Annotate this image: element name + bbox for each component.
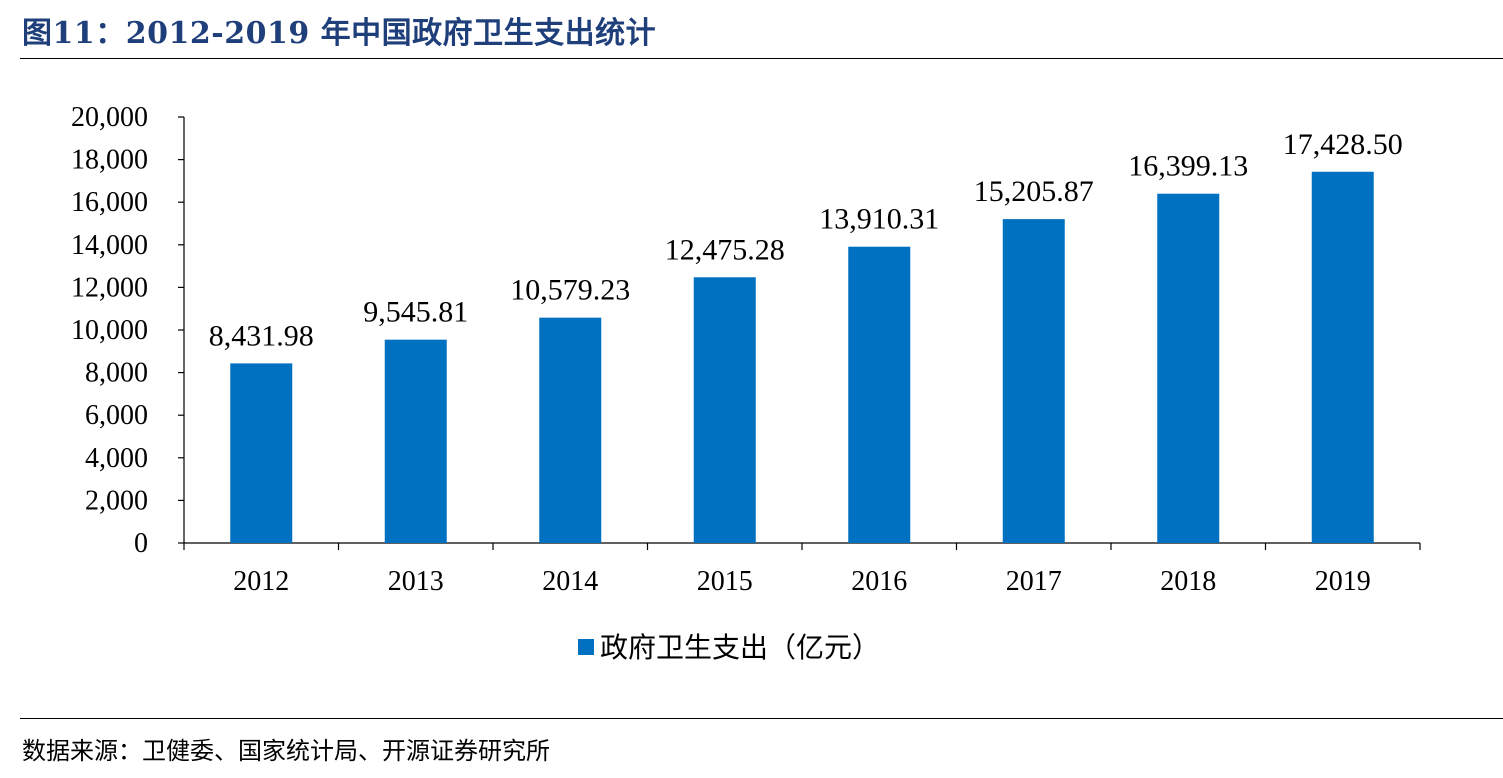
bar — [848, 246, 911, 544]
y-tick-label: 14,000 — [71, 230, 148, 261]
x-tick-label: 2016 — [851, 566, 907, 597]
figure-title: 图11：2012-2019 年中国政府卫生支出统计 — [22, 16, 657, 51]
y-tick-label: 18,000 — [71, 145, 148, 176]
x-tick-label: 2013 — [388, 566, 444, 597]
data-label: 8,431.98 — [209, 319, 314, 352]
data-label: 12,475.28 — [665, 233, 785, 266]
source-rule — [20, 718, 1503, 719]
x-tick-label: 2014 — [542, 566, 598, 597]
legend-swatch — [578, 639, 594, 655]
data-label: 16,399.13 — [1128, 150, 1248, 183]
y-tick-label: 6,000 — [85, 400, 148, 431]
bar — [1157, 193, 1220, 543]
title-rule — [20, 58, 1503, 59]
source-note: 数据来源：卫健委、国家统计局、开源证券研究所 — [22, 737, 550, 765]
x-tick-label: 2017 — [1006, 566, 1062, 597]
bar — [384, 339, 447, 543]
x-tick-label: 2012 — [233, 566, 289, 597]
x-tick-label: 2015 — [697, 566, 753, 597]
data-label: 9,545.81 — [363, 296, 468, 329]
y-tick-label: 20,000 — [71, 102, 148, 133]
bar — [230, 363, 293, 543]
bar — [1311, 171, 1374, 543]
bar — [693, 277, 756, 543]
y-tick-label: 12,000 — [71, 272, 148, 303]
bar — [1002, 219, 1065, 543]
x-tick-label: 2018 — [1160, 566, 1216, 597]
y-tick-label: 0 — [134, 528, 148, 559]
bar-chart: 0 2,000 4,000 6,000 8,000 10,000 12,000 14,000 1… — [71, 102, 1421, 664]
y-tick-label: 16,000 — [71, 187, 148, 218]
y-tick-label: 2,000 — [85, 485, 148, 516]
data-label: 17,428.50 — [1283, 128, 1403, 161]
y-tick-label: 4,000 — [85, 443, 148, 474]
legend-label: 政府卫生支出（亿元） — [600, 632, 880, 664]
data-label: 13,910.31 — [819, 203, 939, 236]
x-tick-label: 2019 — [1315, 566, 1371, 597]
bar — [539, 317, 602, 543]
y-tick-label: 10,000 — [71, 315, 148, 346]
data-label: 10,579.23 — [510, 274, 630, 307]
data-label: 15,205.87 — [974, 175, 1094, 208]
y-tick-label: 8,000 — [85, 358, 148, 389]
